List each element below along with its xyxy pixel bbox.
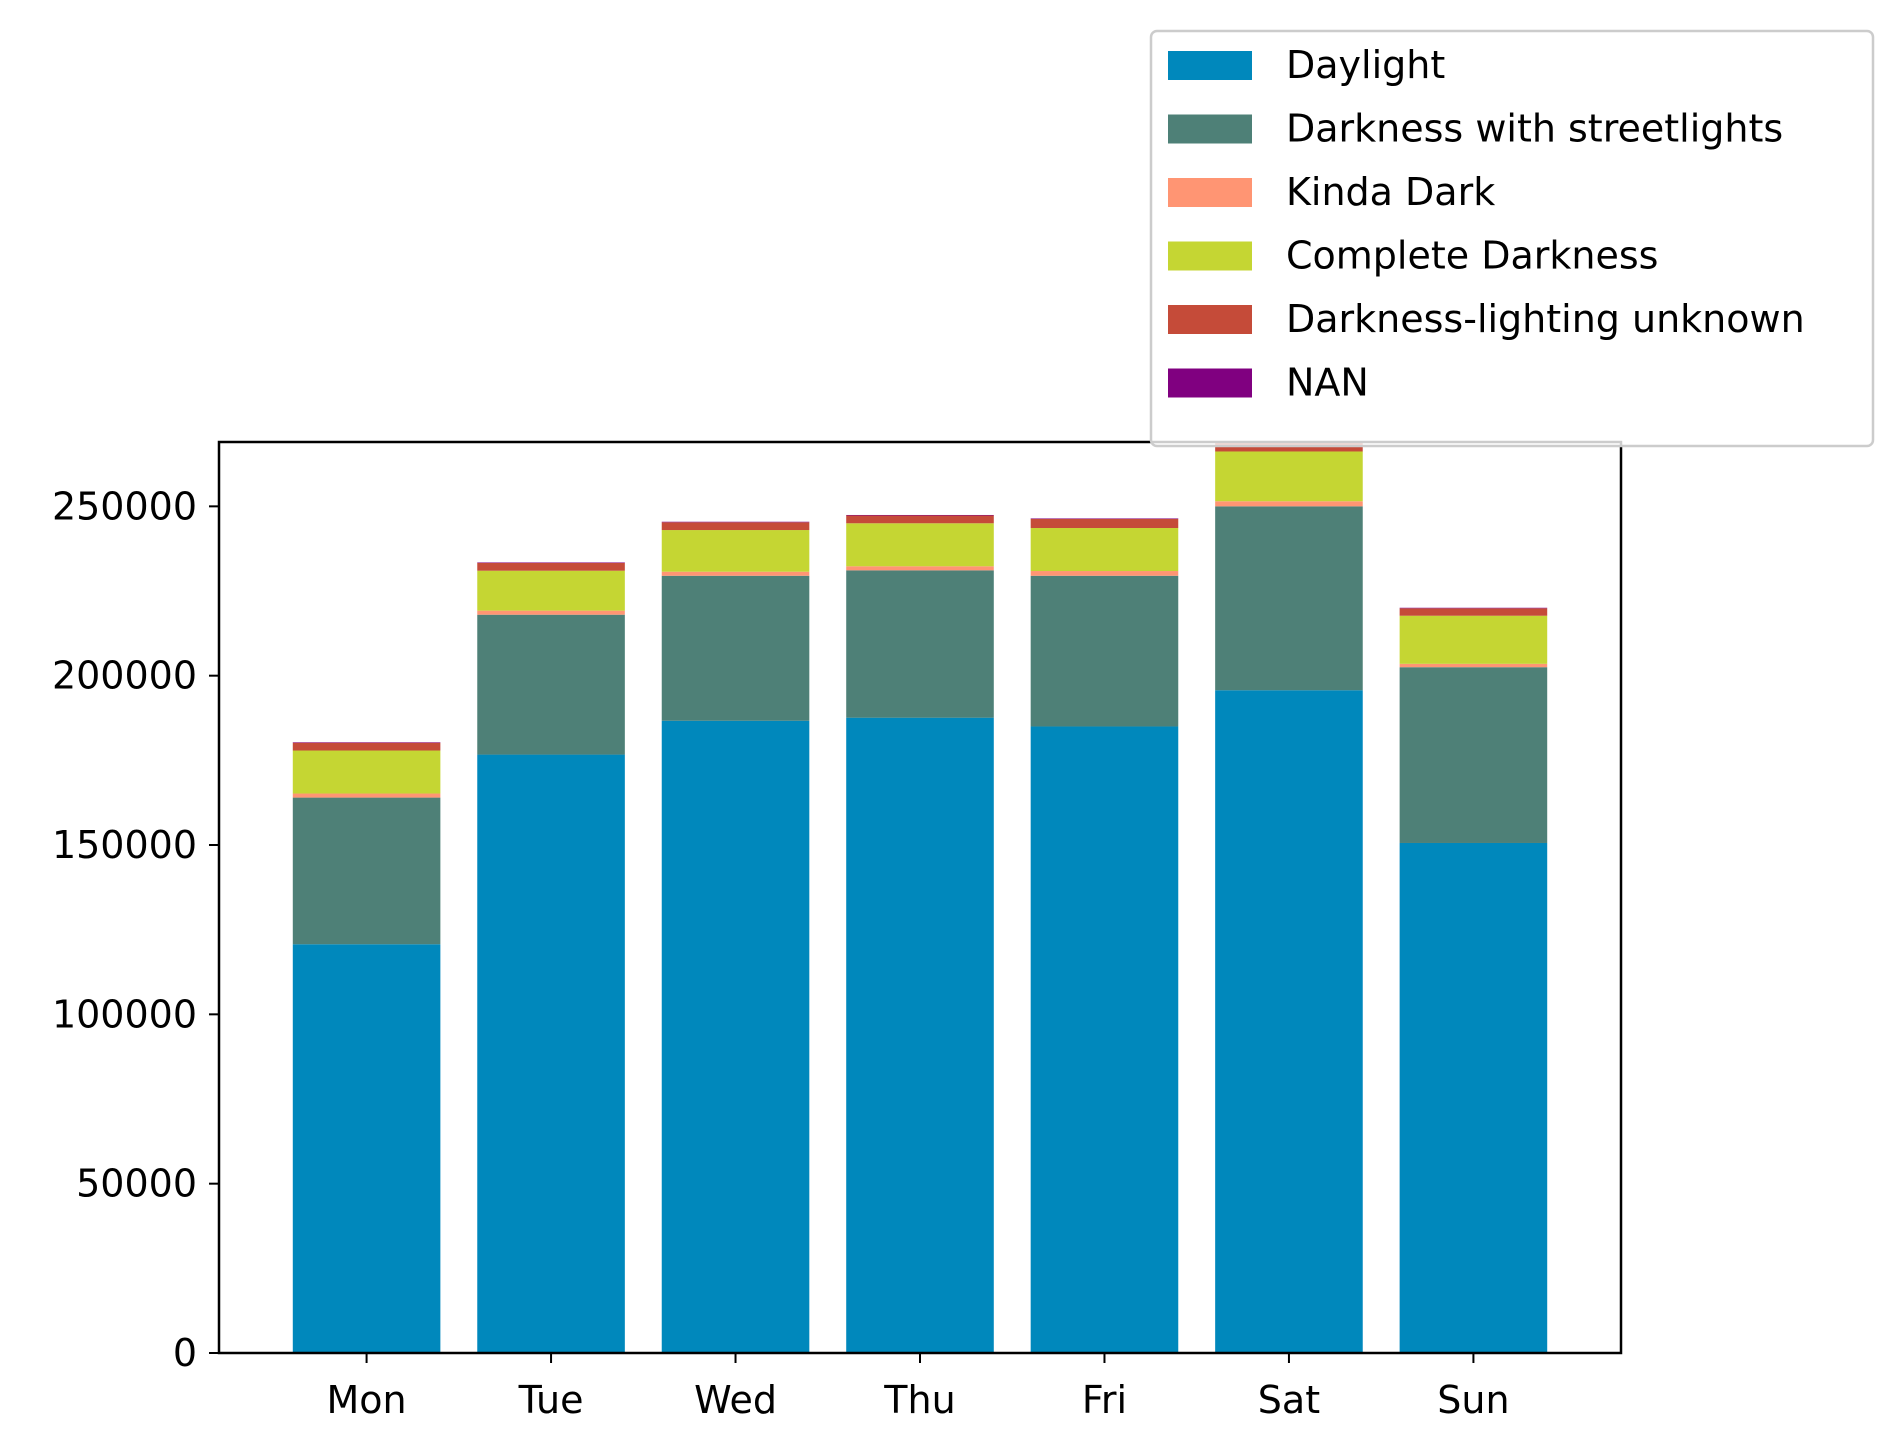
bars-layer [292, 441, 1548, 1353]
bar-segment-fri-darkness-lighting-unknown [1030, 518, 1179, 529]
bar-segment-sun-daylight [1399, 842, 1548, 1353]
bar-segment-wed-nan [661, 521, 810, 523]
bar-segment-sun-kinda-dark [1399, 663, 1548, 668]
y-tick-label: 200000 [52, 654, 197, 698]
bar-segment-sat-kinda-dark [1215, 501, 1363, 507]
legend: Daylight Darkness with streetlights Kinda … [1149, 29, 1875, 448]
bar-segment-wed-complete-darkness [661, 530, 810, 572]
bar-segment-tue-nan [477, 562, 625, 563]
bar-segment-mon-kinda-dark [292, 793, 441, 798]
bar-segment-thu-complete-darkness [846, 523, 994, 567]
y-tick-label: 250000 [52, 484, 197, 528]
bar-segment-sun-darkness-with-streetlights [1399, 667, 1548, 843]
legend-swatch [1168, 305, 1252, 334]
bar-segment-thu-darkness-with-streetlights [846, 570, 994, 718]
bar-segment-tue-kinda-dark [477, 610, 625, 615]
legend-swatch [1168, 241, 1252, 271]
x-tick-label: Tue [518, 1378, 584, 1422]
y-axis: 0 50000 100000 150000 200000 250000 [52, 484, 219, 1375]
bar-segment-thu-kinda-dark [846, 566, 994, 571]
legend-label: Kinda Dark [1286, 170, 1495, 214]
x-tick-label: Sun [1437, 1378, 1509, 1422]
bar-segment-tue-darkness-with-streetlights [477, 614, 625, 755]
bar-segment-mon-nan [292, 742, 441, 743]
y-tick-label: 50000 [76, 1162, 197, 1206]
y-tick-label: 150000 [52, 823, 197, 867]
bar-segment-mon-complete-darkness [292, 750, 441, 794]
bar-segment-sat-complete-darkness [1215, 451, 1363, 502]
bar-segment-fri-complete-darkness [1030, 528, 1179, 572]
bar-segment-mon-darkness-lighting-unknown [292, 742, 441, 751]
bar-segment-thu-darkness-lighting-unknown [846, 515, 994, 524]
bar-segment-wed-daylight [661, 720, 810, 1353]
y-tick-label: 0 [173, 1331, 197, 1375]
bar-segment-tue-daylight [477, 754, 625, 1353]
bar-segment-wed-kinda-dark [661, 571, 810, 576]
bar-segment-sat-darkness-with-streetlights [1215, 506, 1363, 691]
x-tick-label: Wed [694, 1378, 777, 1422]
legend-label: Darkness-lighting unknown [1286, 297, 1805, 341]
bar-segment-sat-daylight [1215, 690, 1363, 1353]
x-tick-label: Fri [1082, 1378, 1127, 1422]
legend-label: Complete Darkness [1286, 234, 1658, 278]
bar-segment-wed-darkness-lighting-unknown [661, 522, 810, 531]
legend-label: NAN [1286, 361, 1369, 405]
bar-segment-thu-daylight [846, 717, 994, 1353]
bar-segment-tue-complete-darkness [477, 570, 625, 611]
bar-segment-tue-darkness-lighting-unknown [477, 562, 625, 571]
y-tick-label: 100000 [52, 992, 197, 1036]
bar-segment-sun-complete-darkness [1399, 615, 1548, 664]
legend-swatch [1168, 368, 1252, 398]
bar-segment-mon-daylight [292, 944, 441, 1353]
legend-swatch [1168, 178, 1252, 207]
legend-swatch [1168, 51, 1252, 80]
bar-segment-sun-nan [1399, 607, 1548, 609]
x-tick-label: Mon [327, 1378, 407, 1422]
legend-swatch [1168, 114, 1252, 144]
legend-label: Darkness with streetlights [1286, 107, 1783, 151]
x-axis: Mon Tue Wed Thu Fri Sat Sun [327, 1353, 1510, 1422]
bar-segment-wed-darkness-with-streetlights [661, 575, 810, 721]
bar-segment-fri-nan [1030, 518, 1179, 519]
bar-segment-fri-daylight [1030, 726, 1179, 1353]
bar-segment-thu-nan [846, 514, 994, 516]
legend-label: Daylight [1286, 43, 1445, 87]
bar-segment-fri-darkness-with-streetlights [1030, 575, 1179, 727]
x-tick-label: Thu [883, 1378, 955, 1422]
x-tick-label: Sat [1258, 1378, 1320, 1422]
bar-segment-fri-kinda-dark [1030, 571, 1179, 576]
legend-box [1149, 29, 1875, 448]
bar-segment-sun-darkness-lighting-unknown [1399, 608, 1548, 616]
bar-segment-mon-darkness-with-streetlights [292, 797, 441, 945]
